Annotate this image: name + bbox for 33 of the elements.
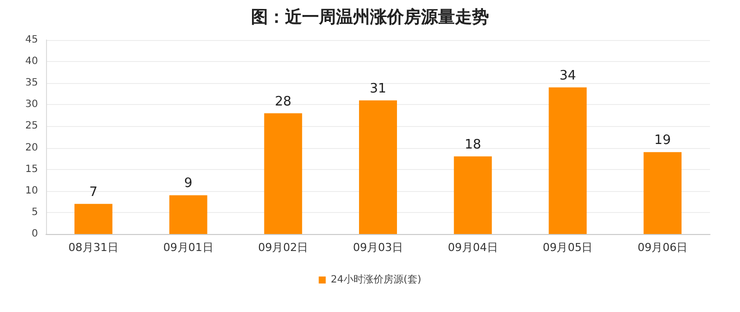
data-label: 34: [559, 68, 576, 84]
legend-label: 24小时涨价房源(套): [330, 274, 422, 286]
bar: [264, 113, 302, 234]
x-tick-label: 09月02日: [258, 241, 308, 254]
x-tick-label: 09月03日: [353, 241, 403, 254]
bar: [548, 87, 587, 234]
y-tick-label: 20: [25, 142, 38, 154]
x-tick-label: 09月04日: [448, 241, 498, 254]
x-tick-label: 09月01日: [163, 241, 214, 254]
x-tick-label: 09月06日: [638, 241, 688, 254]
y-tick-label: 15: [25, 164, 38, 175]
data-label: 9: [184, 176, 192, 192]
y-tick-label: 10: [25, 185, 38, 196]
y-tick-label: 25: [25, 120, 38, 132]
x-tick-label: 09月05日: [542, 241, 593, 254]
y-tick-label: 45: [25, 34, 38, 46]
bar: [454, 156, 492, 234]
data-label: 18: [464, 137, 482, 152]
y-tick-label: 5: [32, 206, 38, 218]
bar: [74, 204, 112, 234]
y-tick-label: 35: [25, 78, 38, 89]
bar: [359, 100, 397, 234]
bar: [644, 152, 682, 234]
data-label: 7: [89, 184, 98, 200]
bar: [169, 195, 208, 234]
chart-title: 图：近一周温州涨价房源量走势: [251, 8, 489, 28]
x-tick-label: 08月31日: [68, 241, 118, 254]
data-label: 31: [370, 81, 386, 96]
y-tick-label: 30: [25, 99, 38, 110]
data-label: 19: [654, 133, 671, 148]
y-tick-label: 40: [25, 56, 38, 68]
data-label: 28: [274, 94, 292, 110]
y-tick-label: 0: [32, 228, 38, 240]
